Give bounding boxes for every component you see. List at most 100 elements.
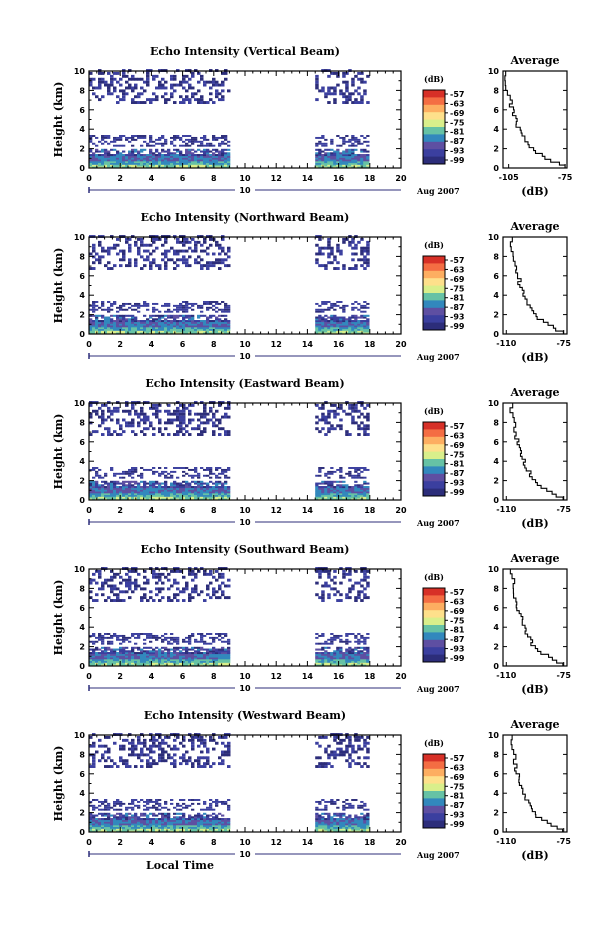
echo-cell xyxy=(218,498,222,501)
echo-cell xyxy=(101,480,105,483)
avg-x-label: (dB) xyxy=(521,517,548,530)
echo-cell xyxy=(161,638,165,641)
echo-cell xyxy=(203,155,207,158)
echo-cell xyxy=(348,330,352,333)
echo-cell xyxy=(327,660,331,663)
echo-cell xyxy=(176,321,180,324)
echo-cell xyxy=(113,572,117,576)
echo-cell xyxy=(342,491,346,494)
echo-cell xyxy=(122,71,126,75)
echo-cell xyxy=(188,484,192,487)
echo-cell xyxy=(179,655,183,658)
echo-cell xyxy=(203,320,207,323)
echo-cell xyxy=(146,657,150,660)
echo-cell xyxy=(128,493,132,496)
echo-cell xyxy=(146,599,150,602)
echo-cell xyxy=(218,596,222,600)
echo-cell xyxy=(321,144,325,147)
echo-cell xyxy=(113,406,117,410)
echo-cell xyxy=(215,655,219,658)
echo-cell xyxy=(119,657,123,660)
echo-cell xyxy=(176,328,180,331)
echo-cell xyxy=(113,653,117,656)
echo-cell xyxy=(351,648,355,651)
echo-cell xyxy=(363,314,367,317)
echo-cell xyxy=(104,659,108,662)
echo-cell xyxy=(315,83,319,87)
echo-cell xyxy=(137,159,141,162)
echo-cell xyxy=(146,74,150,78)
echo-cell xyxy=(360,161,364,164)
echo-cell xyxy=(116,493,120,496)
echo-cell xyxy=(203,664,207,667)
echo-cell xyxy=(221,498,225,501)
echo-cell xyxy=(191,164,195,167)
echo-cell xyxy=(212,655,216,658)
echo-cell xyxy=(363,301,367,303)
echo-cell xyxy=(315,80,319,84)
echo-cell xyxy=(366,135,370,137)
avg-y-tick-label: 2 xyxy=(493,145,499,154)
echo-cell xyxy=(170,476,174,479)
echo-cell xyxy=(164,310,168,313)
echo-cell xyxy=(116,664,120,667)
echo-cell xyxy=(366,264,370,268)
echo-cell xyxy=(333,427,337,431)
echo-cell xyxy=(140,155,144,158)
echo-cell xyxy=(110,480,114,483)
echo-cell xyxy=(137,584,141,588)
echo-cell xyxy=(128,657,132,660)
echo-cell xyxy=(155,487,159,490)
echo-cell xyxy=(209,144,213,147)
echo-cell xyxy=(200,590,204,594)
echo-cell xyxy=(185,142,189,145)
echo-cell xyxy=(321,491,325,494)
echo-cell xyxy=(212,304,216,307)
echo-cell xyxy=(188,157,192,160)
colorbar-level: -75 xyxy=(450,118,465,127)
echo-cell xyxy=(182,599,186,602)
echo-cell xyxy=(113,480,117,483)
echo-cell xyxy=(104,403,108,407)
echo-cell xyxy=(119,487,123,490)
echo-cell xyxy=(110,487,114,490)
echo-cell xyxy=(155,412,159,416)
y-tick-label: 4 xyxy=(79,125,85,134)
echo-cell xyxy=(146,255,150,259)
echo-cell xyxy=(218,83,222,87)
echo-cell xyxy=(336,152,340,155)
echo-cell xyxy=(128,486,132,489)
echo-cell xyxy=(170,489,174,492)
echo-cell xyxy=(116,321,120,324)
echo-cell xyxy=(354,157,358,160)
echo-cell xyxy=(107,261,111,265)
echo-cell xyxy=(197,412,201,416)
echo-cell xyxy=(98,634,102,637)
echo-cell xyxy=(155,74,159,78)
colorbar-swatch xyxy=(423,119,445,128)
echo-cell xyxy=(167,321,171,324)
echo-cell xyxy=(158,138,162,141)
echo-cell xyxy=(116,657,120,660)
echo-cell xyxy=(101,327,105,330)
echo-cell xyxy=(164,159,168,162)
echo-cell xyxy=(164,662,168,665)
echo-cell xyxy=(185,148,189,151)
echo-cell xyxy=(224,415,228,419)
echo-cell xyxy=(339,480,343,483)
echo-cell xyxy=(354,314,358,317)
echo-cell xyxy=(188,166,192,169)
echo-cell xyxy=(188,162,192,165)
echo-cell xyxy=(339,318,343,321)
echo-cell xyxy=(182,243,186,247)
echo-cell xyxy=(354,596,358,600)
echo-cell xyxy=(363,267,367,270)
echo-cell xyxy=(363,80,367,84)
echo-cell xyxy=(95,320,99,323)
echo-cell xyxy=(104,249,108,253)
echo-cell xyxy=(119,634,123,637)
echo-cell xyxy=(101,325,105,328)
y-tick-label: 0 xyxy=(79,330,85,339)
echo-cell xyxy=(152,480,156,483)
